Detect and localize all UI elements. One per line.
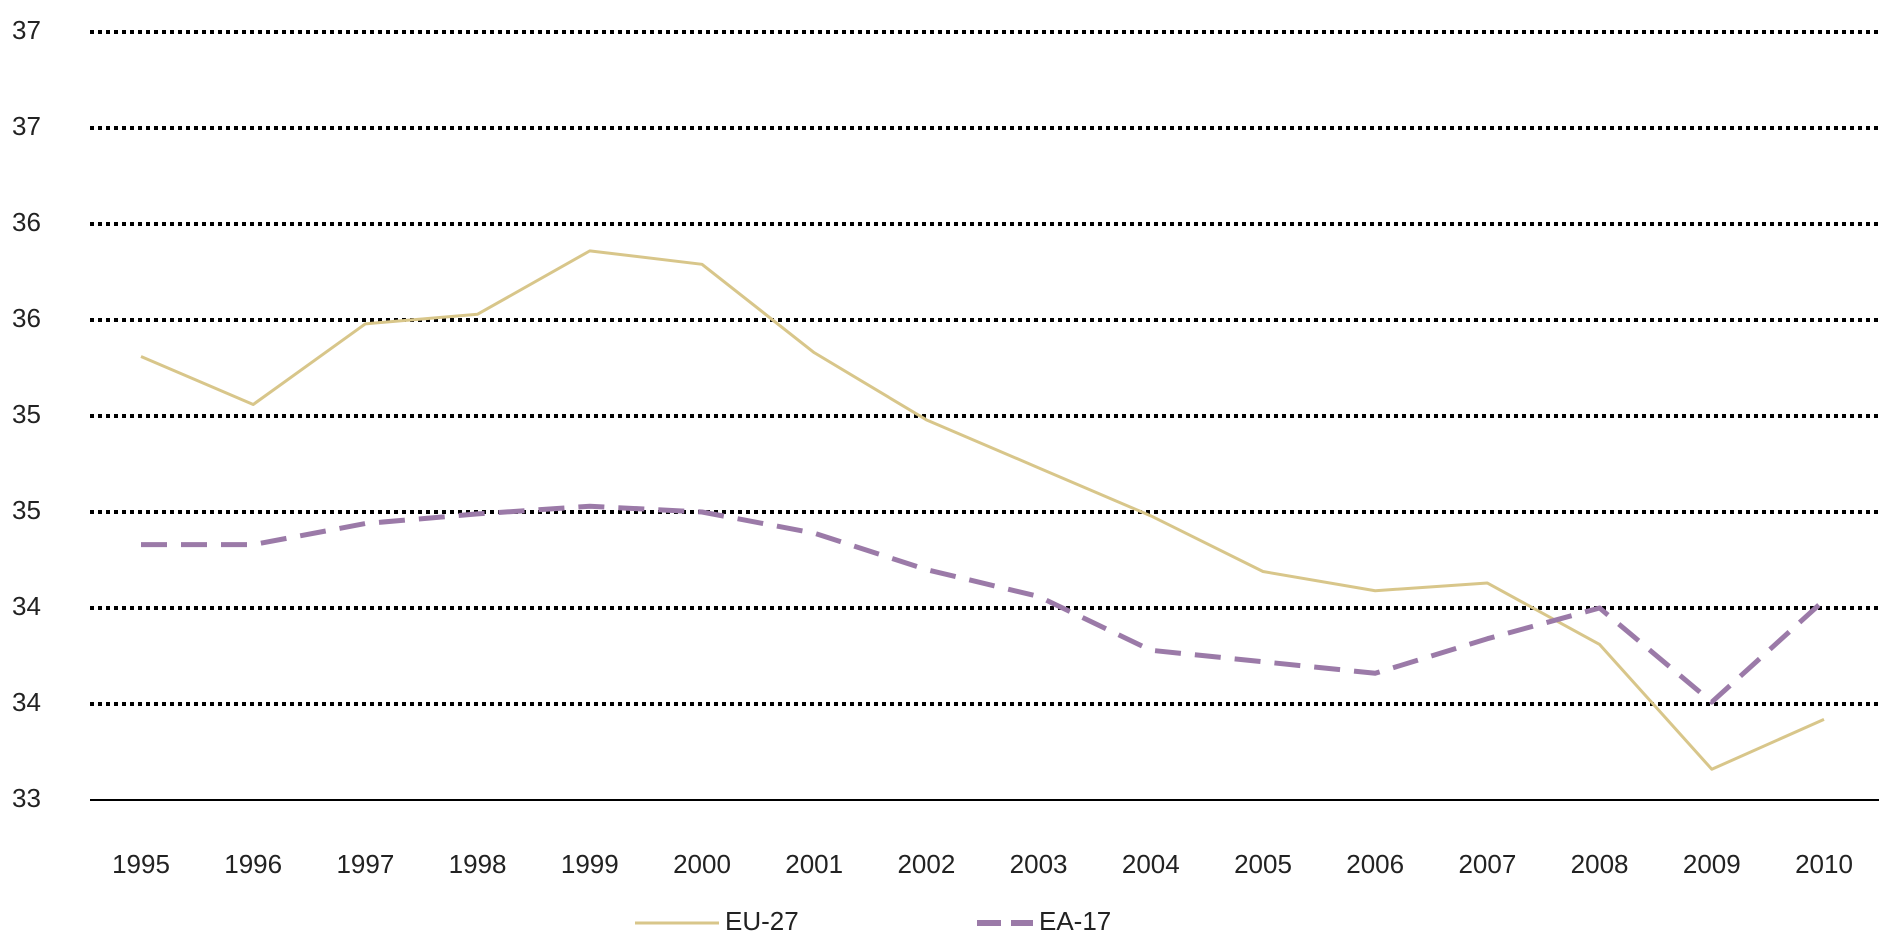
x-tick-label: 2000	[673, 849, 731, 879]
x-tick-label: 1998	[449, 849, 507, 879]
y-tick-label: 34	[12, 687, 41, 717]
x-tick-label: 2005	[1234, 849, 1292, 879]
y-tick-label: 34	[12, 591, 41, 621]
line-series	[141, 503, 1826, 705]
legend-label: EU-27	[725, 906, 799, 936]
y-tick-label: 35	[12, 399, 41, 429]
x-tick-label: 2003	[1010, 849, 1068, 879]
x-tick-label: 1995	[112, 849, 170, 879]
line-series	[140, 249, 1825, 771]
y-tick-label: 37	[12, 111, 41, 141]
y-tick-label: 33	[12, 783, 41, 813]
x-tick-label: 2001	[785, 849, 843, 879]
y-tick-label: 36	[12, 207, 41, 237]
y-tick-label: 35	[12, 495, 41, 525]
y-tick-label: 37	[12, 15, 41, 45]
x-tick-label: 1997	[336, 849, 394, 879]
x-tick-label: 2010	[1795, 849, 1853, 879]
x-tick-label: 1999	[561, 849, 619, 879]
x-tick-label: 2006	[1346, 849, 1404, 879]
x-tick-label: 2008	[1571, 849, 1629, 879]
x-tick-label: 2002	[897, 849, 955, 879]
x-tick-label: 2004	[1122, 849, 1180, 879]
y-tick-label: 36	[12, 303, 41, 333]
x-tick-label: 1996	[224, 849, 282, 879]
x-tick-label: 2007	[1458, 849, 1516, 879]
x-tick-label: 2009	[1683, 849, 1741, 879]
legend-label: EA-17	[1039, 906, 1111, 936]
